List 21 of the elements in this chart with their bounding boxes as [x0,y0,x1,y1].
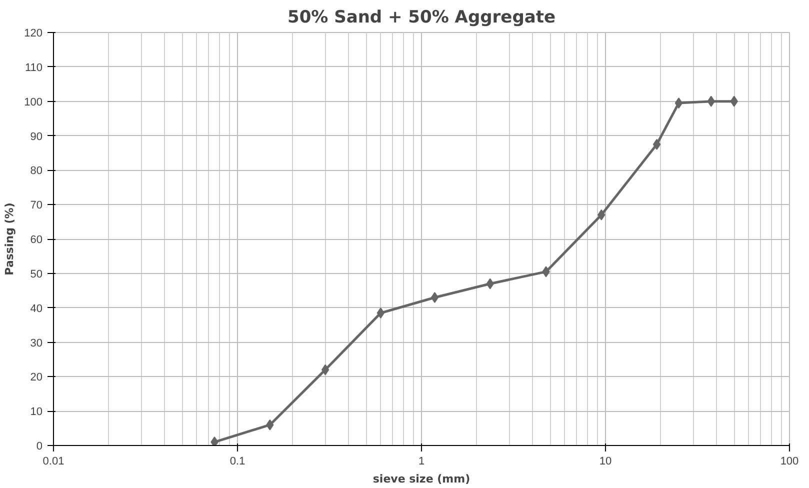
y-tick-label: 30 [30,337,43,350]
y-tick-label: 90 [30,130,43,143]
y-tick-label: 0 [36,440,43,452]
y-tick-label: 10 [30,406,43,418]
y-tick-label: 100 [24,96,43,108]
y-tick-label: 40 [30,302,43,315]
x-tick-label: 10 [599,456,612,468]
y-tick-label: 120 [24,28,43,40]
y-tick-label: 110 [24,62,43,74]
x-axis-title: sieve size (mm) [372,472,470,486]
y-tick-label: 20 [30,372,43,384]
x-tick-label: 1 [418,456,425,468]
chart-title: 50% Sand + 50% Aggregate [288,8,556,28]
x-tick-label: 100 [780,456,799,468]
y-tick-label: 80 [30,165,43,178]
y-tick-label: 70 [30,200,43,212]
y-tick-label: 50 [30,268,43,280]
x-tick-label: 0.1 [230,456,246,468]
y-axis-title: Passing (%) [3,202,16,276]
x-tick-label: 0.01 [42,456,64,468]
y-tick-label: 60 [30,234,43,246]
